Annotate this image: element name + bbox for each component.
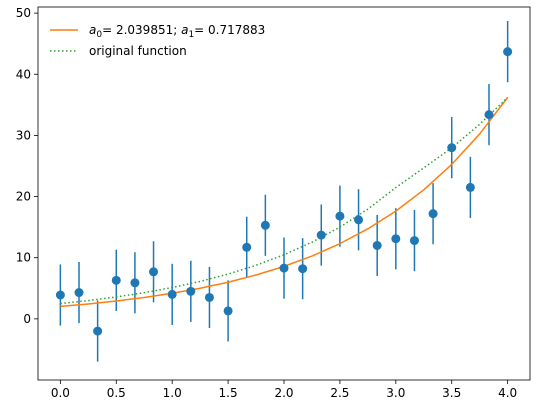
data-point-5 [149, 267, 159, 277]
x-tick-label-4: 2.0 [274, 386, 293, 400]
data-point-21 [447, 143, 457, 153]
data-point-12 [279, 263, 289, 273]
y-tick-label-0: 0 [23, 312, 31, 326]
data-point-20 [428, 209, 438, 219]
x-tick-label-3: 1.5 [219, 386, 238, 400]
data-point-2 [93, 326, 103, 336]
data-point-6 [167, 289, 177, 299]
x-tick-label-7: 3.5 [442, 386, 461, 400]
y-tick-label-2: 20 [16, 190, 31, 204]
data-point-7 [186, 286, 196, 296]
data-point-1 [74, 288, 84, 298]
data-point-13 [298, 264, 308, 274]
data-point-10 [242, 242, 252, 252]
x-tick-label-8: 4.0 [498, 386, 517, 400]
legend-fit-label-part-1: 0 [96, 30, 102, 40]
legend-fit-label-part-0: a [89, 23, 96, 37]
data-point-23 [484, 110, 494, 120]
data-point-22 [465, 182, 475, 192]
data-point-4 [130, 278, 140, 288]
y-tick-label-5: 50 [16, 6, 31, 20]
legend-original-label: original function [89, 44, 187, 58]
data-point-17 [372, 240, 382, 250]
data-point-19 [409, 236, 419, 246]
data-point-14 [316, 230, 326, 240]
data-point-24 [503, 47, 513, 57]
data-point-0 [55, 290, 65, 300]
data-point-8 [204, 292, 214, 302]
x-tick-label-5: 2.5 [330, 386, 349, 400]
data-point-11 [260, 220, 270, 230]
data-point-18 [391, 234, 401, 244]
x-tick-label-1: 0.5 [107, 386, 126, 400]
y-tick-label-4: 40 [16, 67, 31, 81]
data-point-9 [223, 306, 233, 316]
y-tick-label-1: 10 [16, 251, 31, 265]
x-tick-label-2: 1.0 [163, 386, 182, 400]
legend-fit-label-part-3: a [181, 23, 188, 37]
data-point-16 [354, 215, 364, 225]
x-tick-label-6: 3.0 [386, 386, 405, 400]
data-point-3 [111, 275, 121, 285]
plot-area [55, 21, 513, 362]
data-point-15 [335, 211, 345, 221]
y-tick-label-3: 30 [16, 128, 31, 142]
legend-fit-label-part-5: = 0.717883 [194, 23, 265, 37]
x-tick-label-0: 0.0 [51, 386, 70, 400]
legend-fit-label-part-4: 1 [188, 30, 194, 40]
legend-fit-label: a0= 2.039851; a1= 0.717883 [89, 23, 265, 40]
legend-fit-label-part-2: = 2.039851; [102, 23, 181, 37]
